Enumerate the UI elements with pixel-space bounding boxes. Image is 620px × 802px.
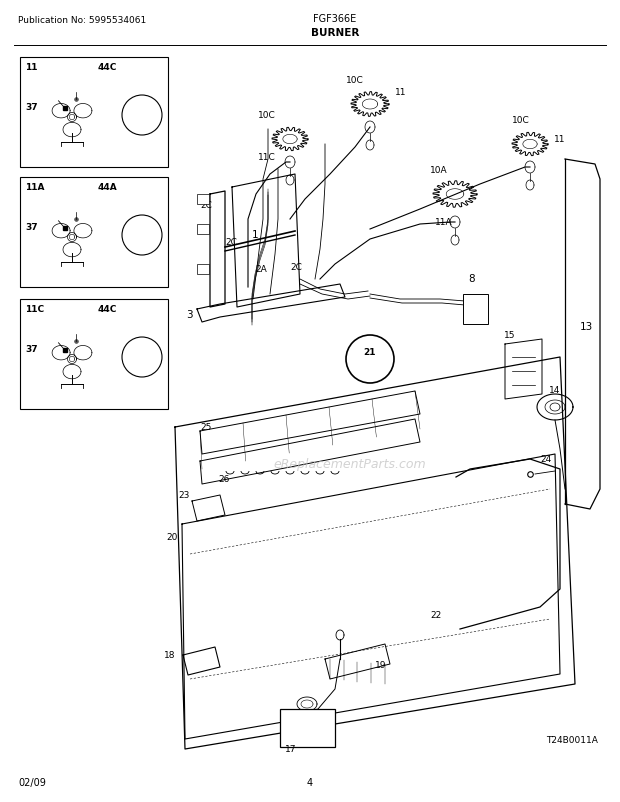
Text: 14: 14: [549, 386, 560, 395]
Text: 2C: 2C: [290, 263, 302, 272]
Text: 23: 23: [179, 490, 190, 500]
Text: 11C: 11C: [25, 305, 44, 314]
Text: 2C: 2C: [200, 200, 212, 210]
Text: eReplacementParts.com: eReplacementParts.com: [273, 458, 427, 471]
Circle shape: [122, 338, 162, 378]
Text: 10C: 10C: [346, 76, 364, 85]
Circle shape: [346, 335, 394, 383]
Bar: [197, 195, 209, 205]
Text: 44C: 44C: [98, 305, 117, 314]
Text: 02/09: 02/09: [18, 777, 46, 787]
Bar: [20, 58, 168, 168]
Text: 2C: 2C: [225, 237, 237, 247]
Text: 11A: 11A: [25, 183, 45, 192]
Text: Publication No: 5995534061: Publication No: 5995534061: [18, 16, 146, 25]
Text: FGF366E: FGF366E: [313, 14, 356, 24]
Text: 10A: 10A: [430, 166, 448, 175]
Bar: [280, 709, 335, 747]
Text: 37: 37: [25, 103, 38, 111]
Text: 3: 3: [187, 310, 193, 320]
Text: 10C: 10C: [258, 111, 276, 119]
Text: 4: 4: [307, 777, 313, 787]
Text: 2A: 2A: [255, 265, 267, 273]
Text: 1: 1: [252, 229, 259, 240]
Bar: [197, 265, 209, 274]
Text: 20: 20: [167, 533, 178, 541]
Text: 19: 19: [375, 660, 386, 669]
Bar: [197, 225, 209, 235]
Text: 15: 15: [504, 330, 515, 339]
Text: 17: 17: [285, 744, 296, 753]
Text: 8: 8: [468, 273, 475, 284]
Text: BURNER: BURNER: [311, 28, 359, 38]
Text: 26: 26: [218, 475, 229, 484]
Text: 44A: 44A: [98, 183, 118, 192]
Text: 13: 13: [580, 322, 593, 331]
Text: 37: 37: [25, 345, 38, 354]
Circle shape: [122, 216, 162, 256]
Text: 11: 11: [554, 135, 565, 144]
Text: 11C: 11C: [258, 153, 276, 162]
Text: 18: 18: [164, 650, 175, 659]
Text: 37: 37: [25, 223, 38, 232]
Text: 11: 11: [395, 88, 407, 97]
Text: 47: 47: [128, 351, 141, 361]
Bar: [20, 178, 168, 288]
Text: 11A: 11A: [435, 217, 453, 227]
Text: 24: 24: [540, 455, 551, 464]
Text: T24B0011A: T24B0011A: [546, 735, 598, 744]
Text: 22: 22: [430, 610, 441, 619]
Text: 47: 47: [128, 229, 141, 239]
Circle shape: [122, 96, 162, 136]
Text: 44C: 44C: [98, 63, 117, 72]
Text: 25: 25: [200, 423, 211, 431]
Text: 11: 11: [25, 63, 37, 72]
Text: 10C: 10C: [512, 115, 529, 125]
Bar: [20, 300, 168, 410]
Bar: [463, 294, 488, 325]
Text: 21: 21: [364, 347, 376, 357]
Text: 47: 47: [128, 110, 141, 119]
